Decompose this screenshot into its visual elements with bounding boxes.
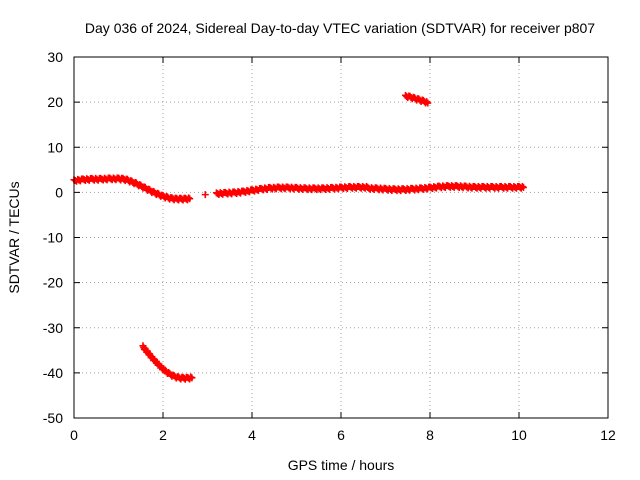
y-tick-label: 10 xyxy=(47,139,63,155)
y-tick-label: -50 xyxy=(43,410,63,426)
data-point xyxy=(186,195,194,203)
x-tick-label: 2 xyxy=(159,427,167,443)
data-points xyxy=(70,91,527,383)
x-tick-label: 10 xyxy=(511,427,527,443)
y-axis-label: SDTVAR / TECUs xyxy=(6,181,22,293)
y-tick-label: -40 xyxy=(43,365,63,381)
x-tick-label: 12 xyxy=(600,427,616,443)
chart-title: Day 036 of 2024, Sidereal Day-to-day VTE… xyxy=(85,20,595,36)
y-tick-label: -30 xyxy=(43,320,63,336)
y-tick-label: 0 xyxy=(55,184,63,200)
x-tick-label: 6 xyxy=(337,427,345,443)
y-tick-label: -20 xyxy=(43,275,63,291)
data-point xyxy=(519,183,527,191)
data-point xyxy=(424,99,432,107)
data-point xyxy=(423,98,431,106)
y-tick-label: 30 xyxy=(47,49,63,65)
y-tick-label: 20 xyxy=(47,94,63,110)
data-point xyxy=(188,374,196,382)
y-tick-label: -10 xyxy=(43,230,63,246)
data-point xyxy=(201,191,209,199)
data-point xyxy=(518,183,526,191)
x-axis-label: GPS time / hours xyxy=(288,457,395,473)
x-axis-ticks: 0 2 4 6 8 10 12 xyxy=(70,57,616,443)
y-axis-ticks: -50 -40 -30 -20 -10 0 10 20 30 xyxy=(43,49,608,426)
x-tick-label: 0 xyxy=(70,427,78,443)
x-tick-label: 8 xyxy=(426,427,434,443)
x-tick-label: 4 xyxy=(248,427,256,443)
